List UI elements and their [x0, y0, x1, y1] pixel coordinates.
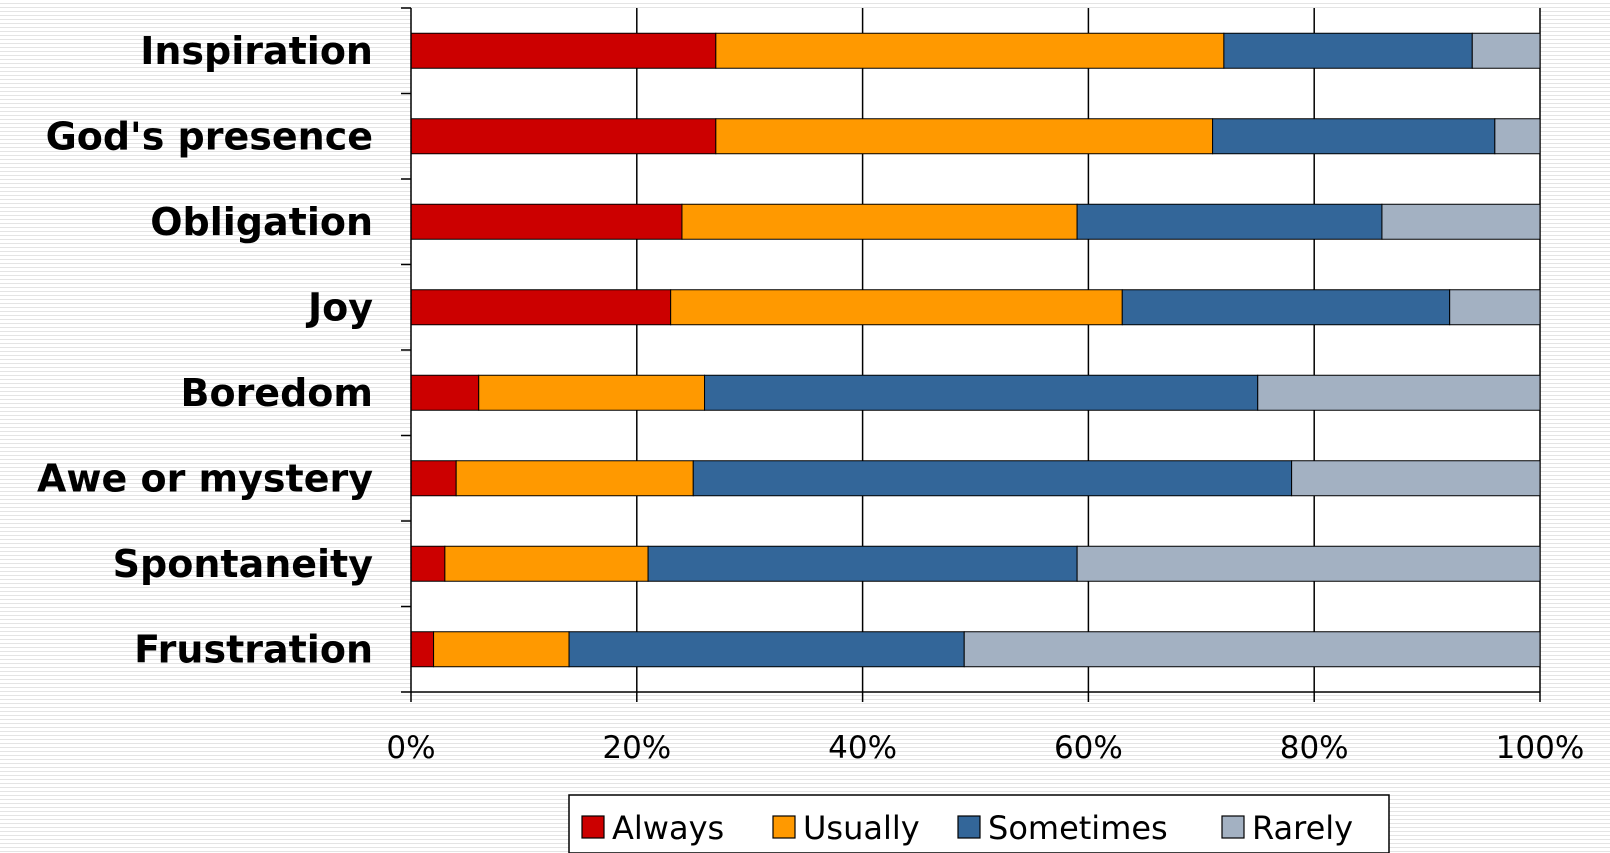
legend-label-always: Always — [612, 809, 724, 847]
bar-segment-always — [410, 545, 446, 582]
bar-segment-always — [410, 203, 683, 240]
bar-segment-usually — [681, 203, 1078, 240]
legend-swatch-rarely — [1221, 815, 1245, 839]
x-tick-label: 40% — [828, 730, 897, 766]
legend-label-rarely: Rarely — [1252, 809, 1353, 847]
category-label: Spontaneity — [113, 542, 374, 586]
category-label: God's presence — [46, 114, 373, 158]
bar-segment-rarely — [963, 631, 1541, 668]
bar-segment-rarely — [1291, 460, 1541, 497]
legend-label-usually: Usually — [803, 809, 920, 847]
bar-segment-always — [410, 374, 480, 411]
category-labels: Inspiration God's presence Obligation Joy Bo… — [37, 29, 373, 672]
bar-segment-sometimes — [1212, 118, 1496, 155]
category-label: Joy — [305, 285, 373, 329]
bar-segment-always — [410, 460, 457, 497]
plot-area — [411, 8, 1540, 692]
bar-segment-sometimes — [704, 374, 1259, 411]
bar-segment-rarely — [1381, 203, 1541, 240]
bar-segment-sometimes — [692, 460, 1293, 497]
x-tick-label: 60% — [1054, 730, 1123, 766]
bar-segment-rarely — [1076, 545, 1541, 582]
bar-segment-sometimes — [1076, 203, 1383, 240]
category-label: Inspiration — [140, 29, 373, 73]
bar-segment-usually — [455, 460, 694, 497]
bar-segment-usually — [715, 118, 1214, 155]
legend-label-sometimes: Sometimes — [988, 809, 1168, 847]
legend-swatch-sometimes — [957, 815, 981, 839]
bar-segment-rarely — [1257, 374, 1541, 411]
category-label: Boredom — [181, 371, 374, 415]
bar-segment-sometimes — [1223, 32, 1473, 69]
category-label: Obligation — [150, 200, 373, 244]
x-tick-label: 100% — [1496, 730, 1585, 766]
x-tick-labels: 0% 20% 40% 60% 80% 100% — [386, 730, 1584, 766]
bar-segment-usually — [433, 631, 570, 668]
bar-segment-sometimes — [568, 631, 965, 668]
bar-segment-sometimes — [647, 545, 1078, 582]
x-tick-label: 0% — [386, 730, 435, 766]
category-label: Awe or mystery — [37, 456, 373, 500]
bar-segment-rarely — [1471, 32, 1541, 69]
bar-segment-always — [410, 631, 435, 668]
category-label: Frustration — [134, 627, 373, 671]
bar-segment-usually — [444, 545, 649, 582]
axes — [401, 7, 1541, 702]
bar-segment-rarely — [1449, 289, 1541, 326]
bar-segment-always — [410, 118, 717, 155]
legend: Always Usually Sometimes Rarely — [568, 794, 1390, 853]
legend-swatch-usually — [772, 815, 796, 839]
bar-segment-usually — [715, 32, 1225, 69]
x-tick-label: 80% — [1280, 730, 1349, 766]
bar-segment-rarely — [1494, 118, 1541, 155]
bar-segment-usually — [478, 374, 706, 411]
bars — [410, 32, 1541, 668]
x-tick-label: 20% — [602, 730, 671, 766]
bar-segment-sometimes — [1121, 289, 1451, 326]
bar-segment-always — [410, 289, 672, 326]
bar-segment-usually — [670, 289, 1123, 326]
bar-segment-always — [410, 32, 717, 69]
legend-swatch-always — [581, 815, 605, 839]
gridlines — [411, 8, 1541, 692]
